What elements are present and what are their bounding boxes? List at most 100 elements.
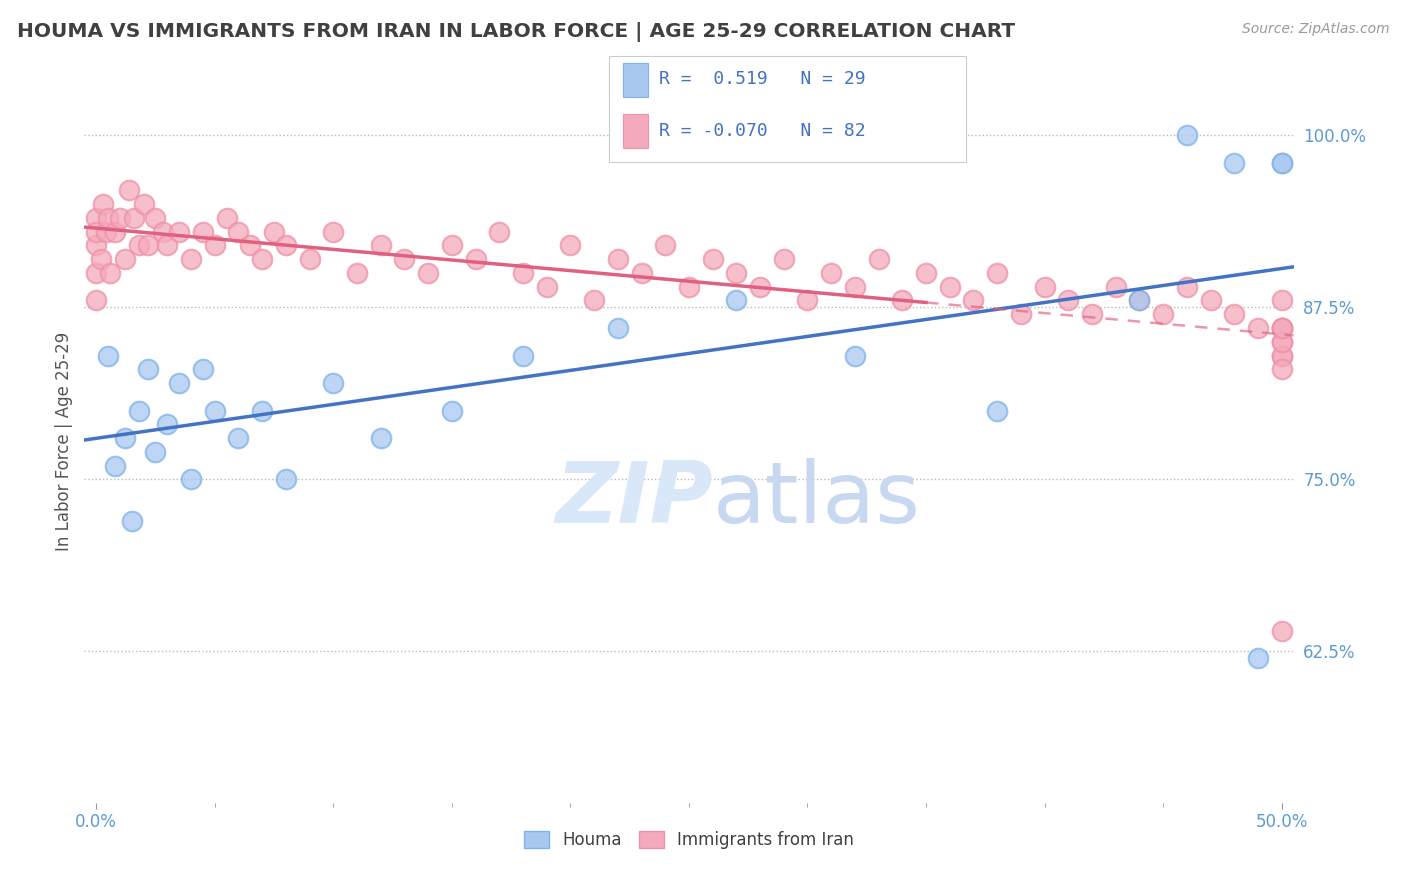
Y-axis label: In Labor Force | Age 25-29: In Labor Force | Age 25-29 <box>55 332 73 551</box>
Point <box>100 266 122 280</box>
Point <box>138 362 160 376</box>
Point <box>1271 349 1294 363</box>
Point <box>702 252 724 267</box>
Point <box>114 431 136 445</box>
Point <box>772 252 794 267</box>
Point <box>1271 334 1294 349</box>
Point <box>1271 156 1294 170</box>
Point <box>844 279 866 293</box>
Point <box>488 225 510 239</box>
Point <box>180 252 202 267</box>
Point <box>91 197 114 211</box>
Point <box>90 252 112 267</box>
Point <box>138 238 160 252</box>
Point <box>1271 293 1294 308</box>
Point <box>121 514 143 528</box>
Point <box>536 279 558 293</box>
Point <box>1271 362 1294 376</box>
Text: ZIP: ZIP <box>555 458 713 541</box>
Point <box>1223 307 1246 321</box>
Point <box>84 238 107 252</box>
Point <box>1057 293 1080 308</box>
Point <box>725 266 748 280</box>
Point <box>1081 307 1104 321</box>
Point <box>128 238 150 252</box>
Point <box>250 252 273 267</box>
Point <box>844 349 866 363</box>
Point <box>440 403 463 417</box>
Point <box>104 458 127 473</box>
Point <box>298 252 321 267</box>
Point <box>1175 128 1198 143</box>
Point <box>322 376 344 390</box>
Point <box>820 266 842 280</box>
Point <box>1247 321 1270 335</box>
Point <box>204 403 226 417</box>
Point <box>630 266 652 280</box>
Point <box>228 225 250 239</box>
Point <box>1271 321 1294 335</box>
Point <box>1271 334 1294 349</box>
Point <box>938 279 960 293</box>
Point <box>156 417 179 432</box>
Point <box>114 252 136 267</box>
Point <box>145 445 167 459</box>
Point <box>263 225 285 239</box>
Point <box>986 403 1008 417</box>
Point <box>274 472 297 486</box>
Point <box>1175 279 1198 293</box>
Point <box>84 266 107 280</box>
Point <box>1247 651 1270 665</box>
Text: HOUMA VS IMMIGRANTS FROM IRAN IN LABOR FORCE | AGE 25-29 CORRELATION CHART: HOUMA VS IMMIGRANTS FROM IRAN IN LABOR F… <box>17 22 1015 42</box>
Point <box>215 211 238 225</box>
Point <box>370 238 392 252</box>
Point <box>180 472 202 486</box>
Point <box>512 349 534 363</box>
Point <box>108 211 131 225</box>
Point <box>191 362 214 376</box>
Point <box>84 225 107 239</box>
Point <box>145 211 167 225</box>
Point <box>962 293 984 308</box>
Point <box>464 252 486 267</box>
Point <box>191 225 214 239</box>
Point <box>97 349 120 363</box>
Point <box>322 225 344 239</box>
Point <box>1033 279 1056 293</box>
Point <box>239 238 262 252</box>
Point <box>132 197 155 211</box>
Point <box>1271 321 1294 335</box>
Point <box>606 252 628 267</box>
Point <box>915 266 938 280</box>
Point <box>654 238 676 252</box>
Point <box>1271 349 1294 363</box>
Point <box>512 266 534 280</box>
Point <box>986 266 1008 280</box>
Point <box>94 225 117 239</box>
Point <box>606 321 628 335</box>
Point <box>250 403 273 417</box>
Point <box>274 238 297 252</box>
Point <box>1128 293 1150 308</box>
Point <box>891 293 914 308</box>
Point <box>749 279 772 293</box>
Point <box>84 293 107 308</box>
Point <box>725 293 748 308</box>
Legend: Houma, Immigrants from Iran: Houma, Immigrants from Iran <box>517 824 860 856</box>
Text: Source: ZipAtlas.com: Source: ZipAtlas.com <box>1241 22 1389 37</box>
Point <box>97 211 120 225</box>
Point <box>1271 624 1294 638</box>
Point <box>1128 293 1150 308</box>
Point <box>440 238 463 252</box>
Point <box>128 403 150 417</box>
Point <box>583 293 606 308</box>
Point <box>678 279 700 293</box>
Point <box>118 183 141 197</box>
Point <box>1271 156 1294 170</box>
Point <box>346 266 368 280</box>
Point <box>1271 321 1294 335</box>
Point <box>1152 307 1174 321</box>
Text: R =  0.519   N = 29: R = 0.519 N = 29 <box>659 70 866 88</box>
Point <box>1010 307 1032 321</box>
Point <box>560 238 582 252</box>
